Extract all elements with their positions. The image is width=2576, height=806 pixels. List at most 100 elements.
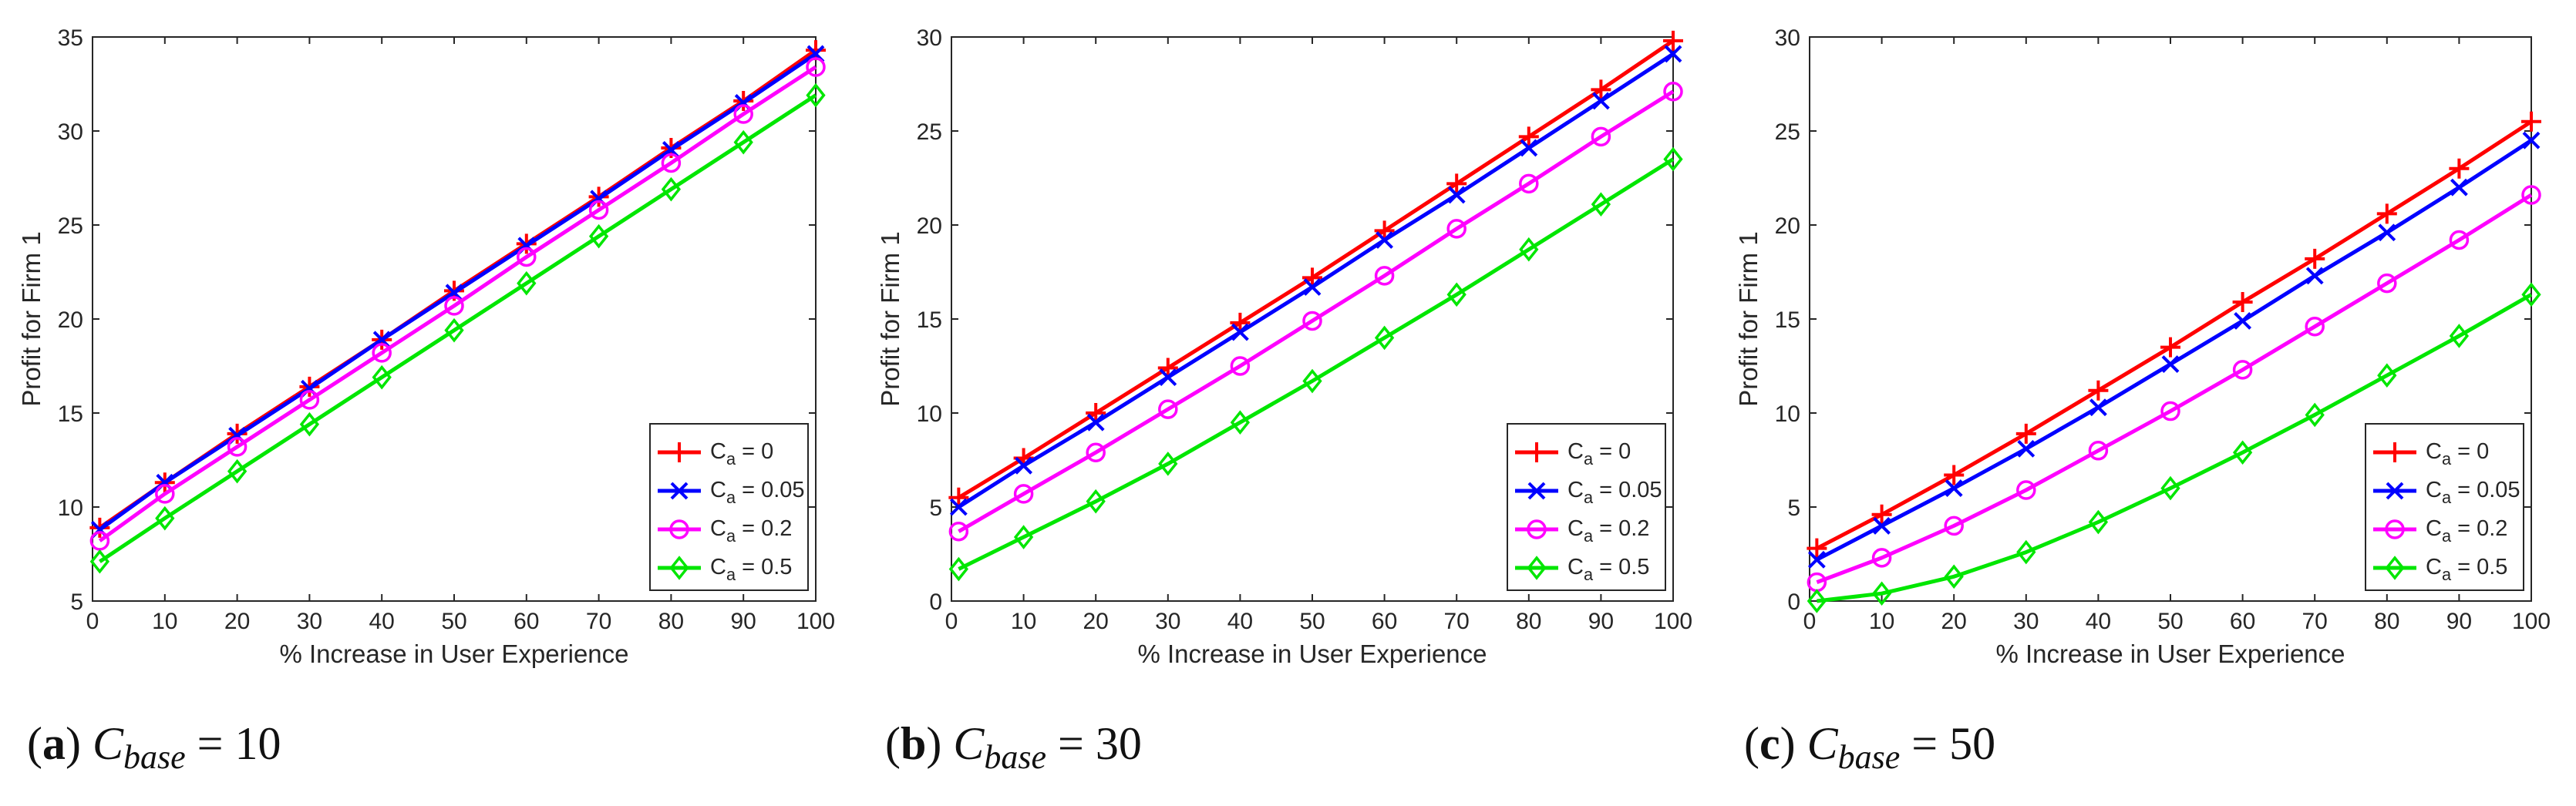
data-point-3 <box>1663 82 1683 102</box>
data-point-2 <box>1376 231 1394 249</box>
x-tick-label: 100 <box>2512 609 2551 634</box>
data-point-2 <box>949 498 968 516</box>
y-tick-label: 0 <box>929 589 942 615</box>
data-point-1 <box>1446 173 1467 194</box>
data-point-4 <box>1519 237 1539 262</box>
data-point-1 <box>1807 538 1827 559</box>
data-point-4 <box>299 411 320 437</box>
data-point-3 <box>1871 548 1892 568</box>
data-point-4 <box>2160 475 2180 501</box>
data-point-3 <box>2377 273 2397 294</box>
data-point-3 <box>1374 266 1395 286</box>
data-point-3 <box>733 104 753 124</box>
data-point-3 <box>2016 480 2036 500</box>
data-point-4 <box>1663 146 1683 172</box>
x-axis-label: % Increase in User Experience <box>1995 640 2345 668</box>
data-point-1 <box>2088 380 2109 401</box>
data-point-2 <box>1015 456 1033 475</box>
y-tick-label: 25 <box>1775 119 1800 145</box>
data-point-3 <box>2232 360 2253 380</box>
series-line-3 <box>1816 193 2533 584</box>
data-point-4 <box>1944 564 1964 589</box>
data-point-2 <box>2522 131 2541 149</box>
data-point-4 <box>155 505 175 531</box>
x-axis-label: % Increase in User Experience <box>1137 640 1487 668</box>
data-point-4 <box>1446 282 1466 307</box>
x-tick-label: 60 <box>514 609 539 634</box>
caption-3: (c) Cbase = 50 <box>1744 718 1995 776</box>
y-tick-label: 25 <box>917 119 942 145</box>
series-line-3 <box>98 65 817 542</box>
series-line-4 <box>1817 293 2533 603</box>
legend-entry-1: Ca = 0 <box>1567 439 1631 468</box>
data-point-1 <box>1591 79 1611 100</box>
x-tick-label: 80 <box>658 609 684 634</box>
x-tick-label: 100 <box>796 609 835 634</box>
data-point-2 <box>2161 355 2180 373</box>
y-tick-label: 10 <box>917 401 942 427</box>
x-tick-label: 10 <box>1869 609 1894 634</box>
data-point-4 <box>372 364 392 390</box>
legend-marker <box>2385 556 2405 580</box>
data-point-3 <box>372 343 392 363</box>
data-point-3 <box>517 247 537 267</box>
data-point-2 <box>2450 178 2468 196</box>
y-tick-label: 20 <box>917 213 942 239</box>
legend-entry-3: Ca = 0.2 <box>2426 516 2507 546</box>
data-point-1 <box>2521 111 2541 132</box>
data-point-4 <box>2521 282 2541 307</box>
legend: Ca = 0 Ca = 0.05 Ca = 0.2 Ca = 0.5 <box>1507 423 1666 591</box>
data-point-4 <box>948 556 969 582</box>
data-point-1 <box>948 487 969 508</box>
legend: Ca = 0 Ca = 0.05 Ca = 0.2 Ca = 0.5 <box>649 423 809 591</box>
legend-entry-2: Ca = 0.05 <box>1567 478 1662 507</box>
data-point-2 <box>1945 479 1963 498</box>
data-point-1 <box>2015 423 2036 444</box>
data-point-2 <box>2017 439 2036 458</box>
data-point-2 <box>1447 186 1466 204</box>
x-tick-label: 0 <box>1803 609 1817 634</box>
data-point-3 <box>1086 442 1106 462</box>
x-tick-label: 10 <box>152 609 177 634</box>
x-tick-label: 20 <box>224 609 250 634</box>
data-point-3 <box>227 437 247 457</box>
data-point-4 <box>1591 192 1611 217</box>
data-point-4 <box>588 223 609 249</box>
x-tick-label: 70 <box>1444 609 1470 634</box>
legend-entry-4: Ca = 0.5 <box>2426 555 2507 584</box>
y-tick-label: 20 <box>1775 213 1800 239</box>
data-point-2 <box>1086 413 1105 432</box>
data-point-1 <box>1230 312 1251 333</box>
y-tick-label: 30 <box>1775 25 1800 51</box>
legend-marker <box>2385 519 2405 539</box>
x-tick-label: 80 <box>1516 609 1541 634</box>
data-point-3 <box>1013 484 1034 504</box>
data-point-1 <box>2376 203 2397 224</box>
y-tick-label: 30 <box>917 25 942 51</box>
x-tick-label: 70 <box>2302 609 2328 634</box>
data-point-1 <box>1302 267 1322 288</box>
data-point-2 <box>2089 398 2107 417</box>
data-point-1 <box>2449 158 2470 179</box>
x-tick-label: 30 <box>1155 609 1180 634</box>
data-point-3 <box>1230 356 1251 376</box>
data-point-4 <box>1807 589 1827 613</box>
y-tick-label: 10 <box>58 495 83 521</box>
data-point-3 <box>1519 173 1539 194</box>
data-point-1 <box>806 40 826 61</box>
data-point-1 <box>1871 504 1892 525</box>
y-tick-label: 30 <box>58 119 83 145</box>
data-point-3 <box>661 153 682 173</box>
x-tick-label: 20 <box>1083 609 1109 634</box>
data-point-2 <box>2378 223 2396 242</box>
data-point-3 <box>2088 441 2109 461</box>
legend-marker <box>1527 556 1547 580</box>
legend-marker <box>2385 442 2405 462</box>
x-tick-label: 60 <box>1372 609 1397 634</box>
y-tick-label: 35 <box>58 25 83 51</box>
legend-entry-4: Ca = 0.5 <box>1567 555 1649 584</box>
data-point-3 <box>1158 399 1178 419</box>
data-point-4 <box>1158 452 1178 476</box>
x-tick-label: 70 <box>586 609 611 634</box>
data-point-4 <box>1871 581 1892 606</box>
